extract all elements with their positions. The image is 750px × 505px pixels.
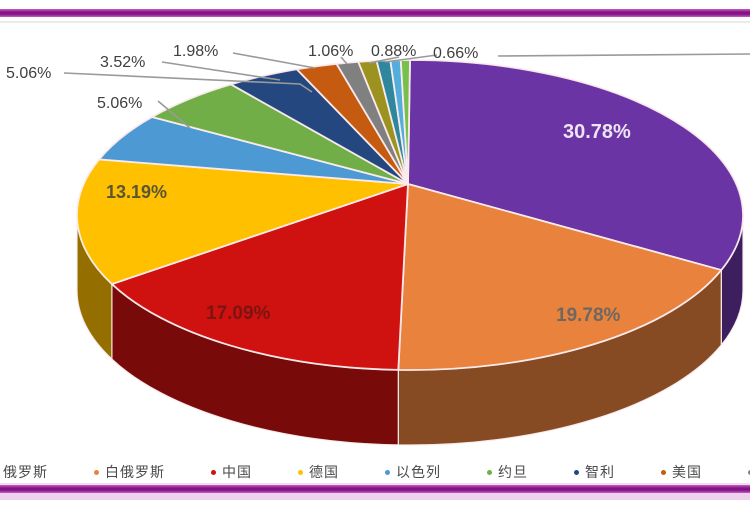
bottom-border-glow [0,483,750,485]
slice-label-10: 0.66% [433,45,478,62]
slice-label-9: 0.88% [371,43,416,60]
pie-slice-1 [397,183,723,371]
pie-slice-0 [407,59,744,271]
legend-item-5: 约旦 [487,462,528,482]
legend-label: 约旦 [498,464,528,480]
slice-label-7: 1.98% [173,43,218,60]
legend-label: 白俄罗斯 [105,464,165,480]
legend-item-3: 德国 [298,462,339,482]
legend-marker-dot [94,469,99,475]
leader-line-3 [232,52,316,69]
legend-marker-dot [748,469,750,475]
leader-line-5 [368,56,400,64]
leader-line-0 [63,72,313,93]
legend-marker-dot [487,469,492,475]
slice-label-4: 5.06% [97,95,142,112]
legend-item-2: 中国 [211,462,252,482]
legend-label: 美国 [672,464,702,480]
bottom-border-line [0,485,750,493]
slice-label-5: 5.06% [6,65,51,82]
slice-label-3: 13.19% [106,182,167,202]
slice-label-1: 19.78% [556,305,621,326]
bottom-margin [0,493,750,500]
slice-label-0: 30.78% [563,121,631,143]
legend-item-6: 智利 [574,462,615,482]
top-margin [0,0,750,9]
legend-marker-dot [574,469,579,475]
slice-label-2: 17.09% [206,303,271,324]
top-border-line [0,9,750,17]
legend-marker-dot [385,469,390,475]
legend-item-0: 俄罗斯 [0,462,48,482]
legend-marker-dot [211,469,216,475]
legend-item-4: 以色列 [385,462,441,482]
leader-line-1 [157,100,191,129]
leader-line-6 [384,54,438,63]
legend-item-8: 西班牙 [748,462,750,482]
leader-line-4 [340,56,348,65]
legend-item-7: 美国 [661,462,702,482]
chart-legend: 俄罗斯 白俄罗斯 中国 德国 以色列 约旦 智利 美国 西班牙 [0,461,750,483]
pie-slice-2 [110,183,409,371]
legend-item-1: 白俄罗斯 [94,462,165,482]
legend-marker-dot [661,469,666,475]
leader-line-7 [497,53,750,57]
legend-label: 德国 [309,464,339,480]
slice-label-6: 3.52% [100,54,145,71]
legend-label: 俄罗斯 [3,464,48,480]
slice-label-8: 1.06% [308,43,353,60]
legend-label: 智利 [585,464,615,480]
legend-marker-dot [298,469,303,475]
pie-slice-3 [76,158,409,285]
leader-line-2 [161,61,281,81]
divider-line [0,21,750,23]
legend-label: 以色列 [396,464,441,480]
legend-label: 中国 [222,464,252,480]
